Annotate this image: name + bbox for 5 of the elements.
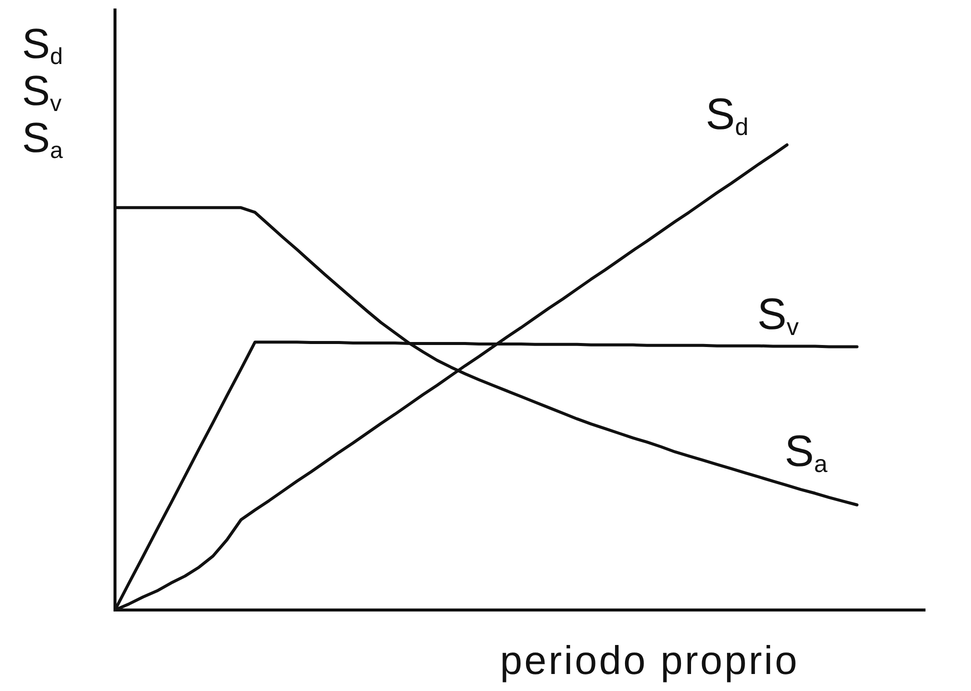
- x-axis-title: periodo proprio: [500, 639, 800, 683]
- series-label: S$_{d}$: [706, 90, 748, 141]
- y-axis-title: S$_{d}$ S$_{v}$ S$_{a}$: [22, 20, 63, 163]
- series-label: S$_{a}$: [784, 426, 828, 478]
- series-label: S$_{v}$: [757, 290, 799, 341]
